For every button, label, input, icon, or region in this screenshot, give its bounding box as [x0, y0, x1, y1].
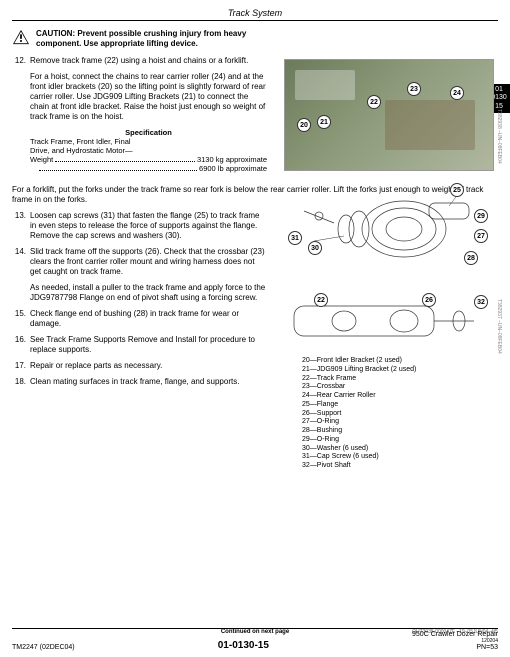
- step-body: Loosen cap screws (31) that fasten the f…: [30, 211, 267, 241]
- part-20: 20—Front Idler Bracket (2 used): [302, 357, 416, 366]
- step-num: 16.: [12, 335, 26, 355]
- callout-29: 29: [474, 209, 488, 223]
- callout-21: 21: [317, 115, 331, 129]
- spec-header: Specification: [30, 128, 267, 137]
- diagram-2: 22 26 32: [284, 291, 494, 351]
- left-column: 12. Remove track frame (22) using a hois…: [12, 56, 267, 181]
- callout-22: 22: [367, 95, 381, 109]
- page-footer: TM2247 (02DEC04) 01-0130-15 950C Crawler…: [12, 628, 498, 651]
- step-body: Slid track frame off the supports (26). …: [30, 247, 267, 277]
- step-17: 17. Repair or replace parts as necessary…: [12, 361, 267, 371]
- caution-icon: [12, 29, 30, 45]
- part-22: 22—Track Frame: [302, 375, 416, 384]
- step-num: 13.: [12, 211, 26, 241]
- part-27: 27—O-Ring: [302, 418, 416, 427]
- footer-left: TM2247 (02DEC04): [12, 644, 75, 651]
- step-body: Check flange end of bushing (28) in trac…: [30, 309, 267, 329]
- part-28: 28—Bushing: [302, 427, 416, 436]
- callout-22b: 22: [314, 293, 328, 307]
- step-13: 13. Loosen cap screws (31) that fasten t…: [12, 211, 267, 241]
- step-12: 12. Remove track frame (22) using a hois…: [12, 56, 267, 66]
- caution-block: CAUTION: Prevent possible crushing injur…: [12, 29, 267, 48]
- spec-row2: W 6900 lb approximate: [30, 164, 267, 173]
- step-num: 18.: [12, 377, 26, 387]
- footer-page-number: 01-0130-15: [218, 640, 269, 651]
- spec-val2: 6900 lb approximate: [199, 164, 267, 173]
- callout-20: 20: [297, 118, 311, 132]
- photo-ref: T382938 –UN–08FEB04: [496, 109, 502, 164]
- callout-23: 23: [407, 82, 421, 96]
- part-31: 31—Cap Screw (6 used): [302, 453, 416, 462]
- parts-list: 20—Front Idler Bracket (2 used) 21—JDG90…: [302, 357, 416, 471]
- step-14-para: As needed, install a puller to the track…: [12, 283, 267, 303]
- callout-30: 30: [308, 241, 322, 255]
- steps-lower: 13. Loosen cap screws (31) that fasten t…: [12, 211, 267, 387]
- part-26: 26—Support: [302, 410, 416, 419]
- step-14: 14. Slid track frame off the supports (2…: [12, 247, 267, 277]
- spec-block: Specification Track Frame, Front Idler, …: [30, 128, 267, 173]
- part-32: 32—Pivot Shaft: [302, 462, 416, 471]
- diagram-1: 25 29 27 28 31 30: [284, 181, 494, 276]
- callout-24: 24: [450, 86, 464, 100]
- callout-27: 27: [474, 229, 488, 243]
- step-num: 15.: [12, 309, 26, 329]
- page-header: Track System: [12, 8, 498, 21]
- part-21: 21—JDG909 Lifting Bracket (2 used): [302, 366, 416, 375]
- spec-l1: Track Frame, Front Idler, Final: [30, 137, 267, 146]
- step-body: Clean mating surfaces in track frame, fl…: [30, 377, 267, 387]
- callout-25: 25: [450, 183, 464, 197]
- callout-31: 31: [288, 231, 302, 245]
- diag-ref: T382937 –UN–08FEB04: [496, 299, 502, 354]
- part-24: 24—Rear Carrier Roller: [302, 392, 416, 401]
- step-body: Remove track frame (22) using a hoist an…: [30, 56, 267, 66]
- track-photo: 20 21 22 23 24: [284, 59, 494, 171]
- step-num: 12.: [12, 56, 26, 66]
- step-num: 14.: [12, 247, 26, 277]
- part-29: 29—O-Ring: [302, 436, 416, 445]
- step-16: 16. See Track Frame Supports Remove and …: [12, 335, 267, 355]
- step-body: See Track Frame Supports Remove and Inst…: [30, 335, 267, 355]
- spec-dots: [55, 153, 195, 162]
- callout-32: 32: [474, 295, 488, 309]
- footer-right: 950C Crawler Dozer Repair 120204 PN=53: [412, 631, 498, 651]
- part-30: 30—Washer (6 used): [302, 445, 416, 454]
- part-23: 23—Crossbar: [302, 383, 416, 392]
- step-15: 15. Check flange end of bushing (28) in …: [12, 309, 267, 329]
- callout-28: 28: [464, 251, 478, 265]
- caution-text: CAUTION: Prevent possible crushing injur…: [36, 29, 267, 48]
- step-12-para: For a hoist, connect the chains to rear …: [12, 72, 267, 122]
- footer-r3: PN=53: [412, 644, 498, 651]
- step-num: 17.: [12, 361, 26, 371]
- step-18: 18. Clean mating surfaces in track frame…: [12, 377, 267, 387]
- callout-26: 26: [422, 293, 436, 307]
- step-body: Repair or replace parts as necessary.: [30, 361, 267, 371]
- main-content: CAUTION: Prevent possible crushing injur…: [12, 29, 498, 387]
- footer-r1: 950C Crawler Dozer Repair: [412, 631, 498, 638]
- part-25: 25—Flange: [302, 401, 416, 410]
- spec-val1: 3130 kg approximate: [197, 155, 267, 164]
